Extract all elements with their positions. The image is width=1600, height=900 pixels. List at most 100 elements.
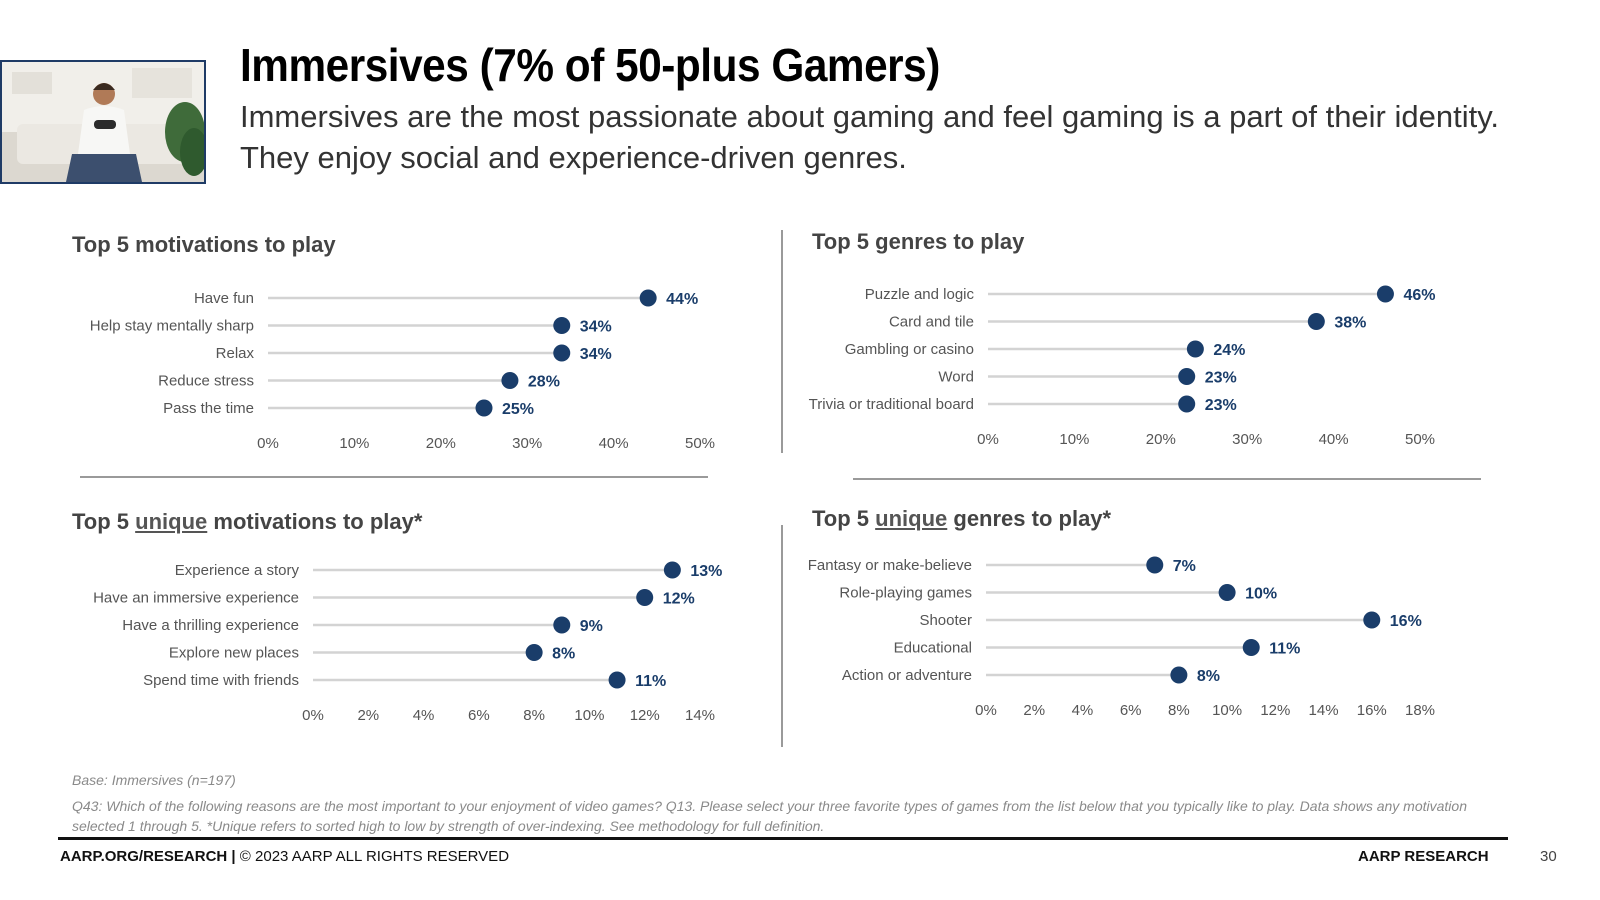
tick-label: 40% <box>599 435 629 452</box>
gamer-photo-illustration <box>2 62 204 182</box>
category-label: Trivia or traditional board <box>809 396 974 413</box>
tick-label: 12% <box>630 707 660 724</box>
category-label: Fantasy or make-believe <box>808 557 972 574</box>
tick-label: 14% <box>685 707 715 724</box>
tick-label: 8% <box>1168 702 1190 719</box>
category-label: Pass the time <box>163 400 254 417</box>
data-point <box>1178 368 1196 385</box>
data-label: 24% <box>1213 342 1245 359</box>
data-label: 28% <box>528 374 560 391</box>
data-point <box>1376 285 1394 303</box>
chart-title-suffix: motivations to play* <box>207 509 423 534</box>
category-label: Gambling or casino <box>845 341 974 358</box>
divider-vertical-bottom <box>781 525 783 747</box>
data-point <box>1186 340 1204 358</box>
category-label: Shooter <box>919 612 972 629</box>
tick-label: 6% <box>1120 702 1142 719</box>
category-label: Relax <box>216 345 255 362</box>
chart-unique-genres: Fantasy or make-believe 7% Role-playing ga… <box>808 556 1435 719</box>
data-label: 13% <box>690 563 722 580</box>
chart-title-emphasis: unique <box>875 506 948 531</box>
page-number: 30 <box>1540 848 1557 865</box>
tick-label: 10% <box>339 435 369 452</box>
divider-horizontal-left <box>80 476 708 478</box>
category-label: Puzzle and logic <box>865 286 975 303</box>
tick-label: 0% <box>977 431 999 448</box>
data-point <box>553 344 571 362</box>
data-point <box>553 616 571 634</box>
divider-horizontal-right <box>853 478 1481 480</box>
page-title: Immersives (7% of 50-plus Gamers) <box>240 39 940 91</box>
data-point <box>663 561 681 579</box>
chart-title-unique-genres: Top 5 unique genres to play* <box>812 506 1111 532</box>
category-label: Action or adventure <box>842 667 972 684</box>
chart-title-emphasis: unique <box>135 509 208 534</box>
footer-copyright-text: © 2023 AARP ALL RIGHTS RESERVED <box>235 848 510 865</box>
category-label: Have an immersive experience <box>93 590 299 607</box>
category-label: Have fun <box>194 290 254 307</box>
data-label: 46% <box>1403 287 1435 304</box>
data-label: 9% <box>580 618 603 635</box>
data-label: 34% <box>580 319 612 336</box>
data-label: 25% <box>502 401 534 418</box>
category-label: Have a thrilling experience <box>122 617 299 634</box>
tick-label: 6% <box>468 707 490 724</box>
chart-title-genres: Top 5 genres to play <box>812 229 1025 254</box>
category-label: Educational <box>894 640 972 657</box>
tick-label: 50% <box>685 435 715 452</box>
data-point <box>1363 611 1381 629</box>
data-label: 7% <box>1173 558 1196 575</box>
data-label: 16% <box>1390 613 1422 630</box>
data-label: 44% <box>666 291 698 308</box>
data-label: 23% <box>1205 397 1237 414</box>
tick-label: 20% <box>426 435 456 452</box>
tick-label: 8% <box>523 707 545 724</box>
data-label: 34% <box>580 346 612 363</box>
tick-label: 30% <box>1232 431 1262 448</box>
tick-label: 18% <box>1405 702 1435 719</box>
category-label: Help stay mentally sharp <box>90 318 254 335</box>
data-point <box>1307 313 1325 330</box>
data-label: 12% <box>663 591 695 608</box>
tick-label: 2% <box>357 707 379 724</box>
chart-motivations: Have fun 44% Help stay mentally sharp 34% Re… <box>90 289 715 452</box>
page-subtitle: Immersives are the most passionate about… <box>240 99 1500 175</box>
chart-title-prefix: Top 5 <box>72 509 136 534</box>
data-point <box>1170 666 1188 684</box>
tick-label: 0% <box>302 707 324 724</box>
tick-label: 40% <box>1319 431 1349 448</box>
data-point <box>639 289 657 307</box>
data-label: 11% <box>1269 641 1300 658</box>
chart-unique-motivations: Experience a story 13% Have an immersive e… <box>93 561 722 724</box>
tick-label: 16% <box>1357 702 1387 719</box>
tick-label: 4% <box>413 707 435 724</box>
tick-label: 2% <box>1023 702 1045 719</box>
tick-label: 4% <box>1072 702 1094 719</box>
data-label: 8% <box>552 646 575 663</box>
footer-copyright: AARP.ORG/RESEARCH | © 2023 AARP ALL RIGH… <box>60 848 509 865</box>
chart-title-unique-motivations: Top 5 unique motivations to play* <box>72 509 422 535</box>
category-label: Explore new places <box>169 645 299 662</box>
data-label: 10% <box>1245 586 1277 603</box>
footer-site-link[interactable]: AARP.ORG/RESEARCH | <box>60 848 236 865</box>
footnote-base: Base: Immersives (n=197) <box>72 772 236 788</box>
tick-label: 10% <box>574 707 604 724</box>
category-label: Card and tile <box>889 314 974 331</box>
chart-title-suffix: genres to play* <box>947 506 1112 531</box>
tick-label: 50% <box>1405 431 1435 448</box>
tick-label: 0% <box>975 702 997 719</box>
footnote-question: Q43: Which of the following reasons are … <box>72 798 1467 834</box>
category-label: Word <box>938 369 974 386</box>
data-label: 38% <box>1334 315 1366 332</box>
divider-vertical-top <box>781 230 783 453</box>
tick-label: 10% <box>1059 431 1089 448</box>
category-label: Experience a story <box>175 562 300 579</box>
chart-title-motivations: Top 5 motivations to play <box>72 232 336 257</box>
data-point <box>1178 395 1196 413</box>
data-label: 11% <box>635 673 666 690</box>
category-label: Reduce stress <box>158 373 254 390</box>
footer-rule <box>58 837 1508 840</box>
data-point <box>1218 584 1236 601</box>
tick-label: 14% <box>1309 702 1339 719</box>
data-point <box>608 671 626 689</box>
